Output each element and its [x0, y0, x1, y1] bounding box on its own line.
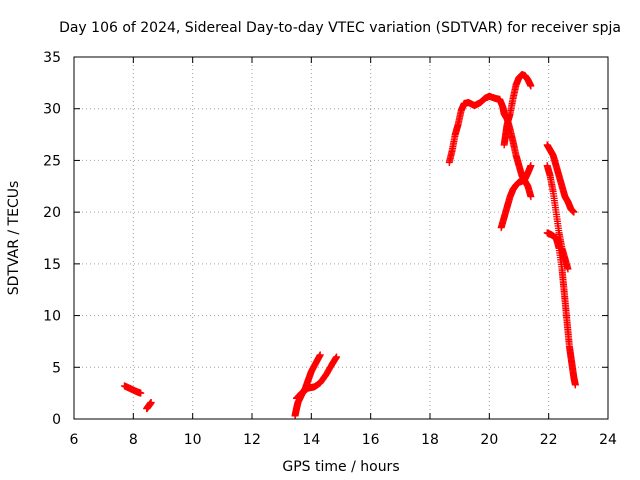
- data-point: [571, 381, 579, 389]
- series-arc-7: [497, 162, 535, 232]
- x-tick-label: 6: [70, 432, 79, 448]
- y-tick-label: 25: [43, 153, 61, 169]
- data-point: [147, 398, 155, 406]
- chart-title: Day 106 of 2024, Sidereal Day-to-day VTE…: [59, 20, 621, 36]
- y-tick-label: 30: [43, 102, 61, 118]
- x-tick-label: 20: [480, 432, 498, 448]
- series-arc-2: [143, 398, 155, 413]
- series-arc-8: [543, 141, 578, 216]
- y-tick-label: 20: [43, 205, 61, 221]
- x-tick-label: 24: [599, 432, 617, 448]
- series-arc-5: [445, 92, 535, 201]
- grid: [74, 57, 608, 419]
- data-point: [564, 265, 572, 273]
- y-tick-label: 0: [52, 412, 61, 428]
- x-tick-label: 14: [302, 432, 320, 448]
- data-point: [527, 193, 535, 201]
- axis-ticks: 6 8 10 12 14 16 18 20 22 24 0 5 10 15 20 25 30 35: [43, 50, 617, 448]
- plot-frame: [73, 56, 609, 420]
- y-axis-label: SDTVAR / TECUs: [6, 181, 22, 296]
- series-arc-1: [120, 382, 145, 397]
- series-arc-10: [543, 229, 579, 389]
- series-arc-6: [500, 71, 535, 149]
- data-points: [120, 71, 579, 420]
- x-tick-label: 10: [184, 432, 202, 448]
- data-point: [333, 353, 341, 361]
- x-tick-label: 8: [129, 432, 138, 448]
- data-point: [527, 162, 535, 170]
- y-tick-label: 35: [43, 50, 61, 66]
- x-tick-label: 18: [421, 432, 439, 448]
- x-tick-label: 12: [243, 432, 261, 448]
- y-tick-label: 5: [52, 360, 61, 376]
- y-tick-label: 15: [43, 257, 61, 273]
- y-tick-label: 10: [43, 309, 61, 325]
- x-tick-label: 22: [540, 432, 558, 448]
- x-tick-label: 16: [362, 432, 380, 448]
- x-axis-label: GPS time / hours: [282, 459, 399, 475]
- data-point: [316, 351, 324, 359]
- series-arc-4: [293, 353, 341, 402]
- data-point: [527, 82, 535, 90]
- data-point: [137, 389, 145, 397]
- data-point: [570, 208, 578, 216]
